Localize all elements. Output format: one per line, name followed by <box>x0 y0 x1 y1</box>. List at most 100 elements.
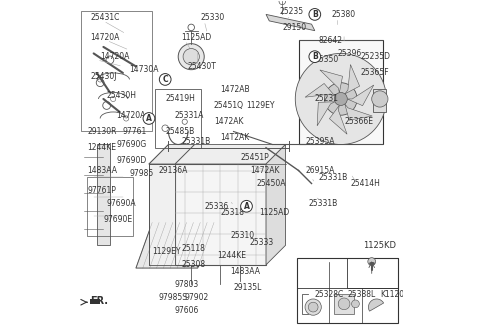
Bar <box>373 89 386 112</box>
Text: 97690A: 97690A <box>107 198 136 208</box>
Text: 25430J: 25430J <box>90 72 117 81</box>
Circle shape <box>368 258 376 265</box>
Text: 1125AD: 1125AD <box>260 208 290 217</box>
Polygon shape <box>329 105 347 134</box>
Text: 14730A: 14730A <box>130 65 159 74</box>
Polygon shape <box>175 164 266 265</box>
Wedge shape <box>369 299 384 311</box>
Text: 25333: 25333 <box>250 237 274 247</box>
Text: 25414H: 25414H <box>350 179 381 188</box>
Text: 29130R: 29130R <box>87 127 117 136</box>
Text: 25430T: 25430T <box>188 62 217 71</box>
Bar <box>297 258 398 323</box>
Text: 25310: 25310 <box>230 231 254 240</box>
Text: 97690D: 97690D <box>117 156 147 165</box>
Text: 1244KE: 1244KE <box>217 251 246 259</box>
Circle shape <box>334 92 348 106</box>
Text: 1472AB: 1472AB <box>220 85 250 94</box>
Text: 25235: 25235 <box>279 7 303 16</box>
Text: 97761: 97761 <box>123 127 147 136</box>
Text: 25331B: 25331B <box>308 198 337 208</box>
Text: 14720A: 14720A <box>90 33 120 42</box>
Text: 25118: 25118 <box>181 244 205 253</box>
Text: A: A <box>146 114 152 123</box>
Text: 97803: 97803 <box>175 280 199 289</box>
Text: C: C <box>162 75 168 84</box>
Text: 14720A: 14720A <box>100 52 130 61</box>
Text: FR.: FR. <box>90 296 108 306</box>
Polygon shape <box>149 145 194 164</box>
Text: 25235D: 25235D <box>360 52 390 61</box>
Text: 1483AA: 1483AA <box>230 267 260 276</box>
Polygon shape <box>320 70 343 92</box>
Text: 25331A: 25331A <box>175 111 204 120</box>
Circle shape <box>309 51 321 63</box>
Text: 14720A: 14720A <box>117 111 146 120</box>
Polygon shape <box>90 299 100 304</box>
Circle shape <box>240 200 252 212</box>
Text: 1129EY: 1129EY <box>152 247 180 256</box>
Text: 25451Q: 25451Q <box>214 101 244 110</box>
Text: 25451P: 25451P <box>240 153 269 162</box>
Polygon shape <box>266 14 315 31</box>
Polygon shape <box>266 145 286 265</box>
Text: 25330: 25330 <box>201 13 225 22</box>
Polygon shape <box>348 85 374 106</box>
Polygon shape <box>305 83 335 97</box>
Text: 25395A: 25395A <box>305 137 335 146</box>
Text: 25388L: 25388L <box>348 290 375 298</box>
Text: 97902: 97902 <box>185 293 209 302</box>
Text: 25231: 25231 <box>315 94 339 103</box>
Text: 25366E: 25366E <box>344 117 373 126</box>
Text: 26915A: 26915A <box>305 166 335 175</box>
Bar <box>81 11 152 132</box>
Circle shape <box>305 299 321 315</box>
Bar <box>299 40 383 145</box>
Text: 1244KE: 1244KE <box>87 143 116 152</box>
Text: 97690G: 97690G <box>117 140 147 149</box>
Text: B: B <box>312 52 318 61</box>
Polygon shape <box>345 104 372 120</box>
Circle shape <box>143 113 155 124</box>
Polygon shape <box>345 65 360 94</box>
Circle shape <box>178 44 204 70</box>
Text: 1483AA: 1483AA <box>87 166 117 175</box>
Circle shape <box>338 298 350 310</box>
Text: 25419H: 25419H <box>165 94 195 103</box>
Text: 25331B: 25331B <box>181 137 211 146</box>
Text: 1472AK: 1472AK <box>214 117 243 126</box>
Text: 1472AK: 1472AK <box>250 166 279 175</box>
Polygon shape <box>136 222 214 268</box>
Text: 29136A: 29136A <box>159 166 188 175</box>
Text: 25430H: 25430H <box>107 91 137 100</box>
Text: A: A <box>243 202 250 211</box>
Text: 29150: 29150 <box>282 23 306 32</box>
Text: 1125AD: 1125AD <box>181 33 212 42</box>
Polygon shape <box>175 145 286 164</box>
Bar <box>87 177 132 236</box>
Bar <box>348 258 398 288</box>
Circle shape <box>159 73 171 85</box>
Polygon shape <box>317 102 335 126</box>
Text: 25396: 25396 <box>337 49 362 58</box>
Circle shape <box>309 9 321 20</box>
Text: 25331B: 25331B <box>318 173 348 181</box>
Text: 1125KD: 1125KD <box>363 241 396 250</box>
Text: 29135L: 29135L <box>233 283 262 292</box>
Text: 25380: 25380 <box>331 10 355 19</box>
Text: 97985: 97985 <box>130 169 154 178</box>
Text: 25328C: 25328C <box>315 290 344 298</box>
Text: B: B <box>312 10 318 19</box>
Text: 97690E: 97690E <box>103 215 132 224</box>
Text: 25336: 25336 <box>204 202 228 211</box>
Circle shape <box>295 53 386 145</box>
Text: 25318: 25318 <box>220 208 244 217</box>
Circle shape <box>308 302 318 312</box>
Polygon shape <box>149 164 175 265</box>
Text: 25308: 25308 <box>181 260 205 269</box>
Text: 25450A: 25450A <box>256 179 286 188</box>
Polygon shape <box>97 145 110 245</box>
Text: 97606: 97606 <box>175 306 199 315</box>
Circle shape <box>372 91 388 107</box>
Text: 25485B: 25485B <box>165 127 194 136</box>
